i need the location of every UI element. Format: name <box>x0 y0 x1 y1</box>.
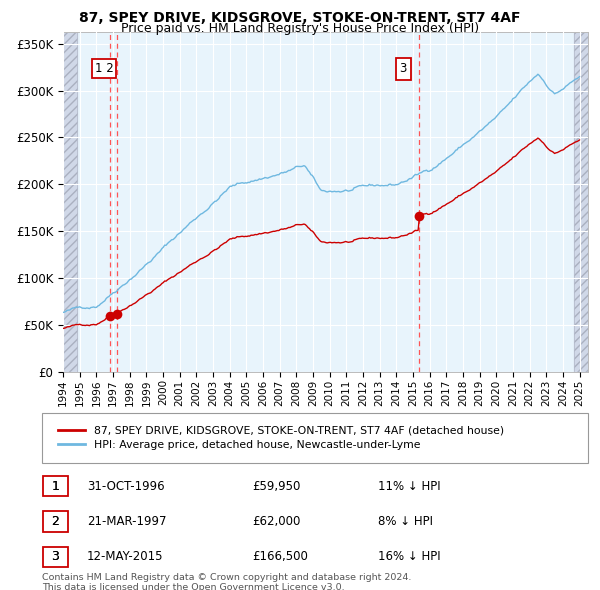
FancyBboxPatch shape <box>43 476 68 496</box>
Text: 3: 3 <box>52 550 59 563</box>
Text: Price paid vs. HM Land Registry's House Price Index (HPI): Price paid vs. HM Land Registry's House … <box>121 22 479 35</box>
Text: £62,000: £62,000 <box>252 515 301 528</box>
Text: 12-MAY-2015: 12-MAY-2015 <box>87 550 163 563</box>
Text: Contains HM Land Registry data © Crown copyright and database right 2024.: Contains HM Land Registry data © Crown c… <box>42 573 412 582</box>
Text: 1 2: 1 2 <box>95 63 113 76</box>
Text: 2: 2 <box>52 515 59 528</box>
Text: 16% ↓ HPI: 16% ↓ HPI <box>378 550 440 563</box>
Text: 1: 1 <box>52 480 59 493</box>
Text: 3: 3 <box>52 550 59 563</box>
Text: £59,950: £59,950 <box>252 480 301 493</box>
Legend: 87, SPEY DRIVE, KIDSGROVE, STOKE-ON-TRENT, ST7 4AF (detached house), HPI: Averag: 87, SPEY DRIVE, KIDSGROVE, STOKE-ON-TREN… <box>53 421 509 455</box>
Text: 8% ↓ HPI: 8% ↓ HPI <box>378 515 433 528</box>
Text: 1: 1 <box>52 480 59 493</box>
Text: £166,500: £166,500 <box>252 550 308 563</box>
Text: This data is licensed under the Open Government Licence v3.0.: This data is licensed under the Open Gov… <box>42 583 344 590</box>
Text: 3: 3 <box>400 63 407 76</box>
Text: 87, SPEY DRIVE, KIDSGROVE, STOKE-ON-TRENT, ST7 4AF: 87, SPEY DRIVE, KIDSGROVE, STOKE-ON-TREN… <box>79 11 521 25</box>
FancyBboxPatch shape <box>42 413 588 463</box>
Text: 21-MAR-1997: 21-MAR-1997 <box>87 515 167 528</box>
Text: 11% ↓ HPI: 11% ↓ HPI <box>378 480 440 493</box>
FancyBboxPatch shape <box>43 512 68 532</box>
Text: 31-OCT-1996: 31-OCT-1996 <box>87 480 164 493</box>
FancyBboxPatch shape <box>43 547 68 567</box>
Text: 2: 2 <box>52 515 59 528</box>
